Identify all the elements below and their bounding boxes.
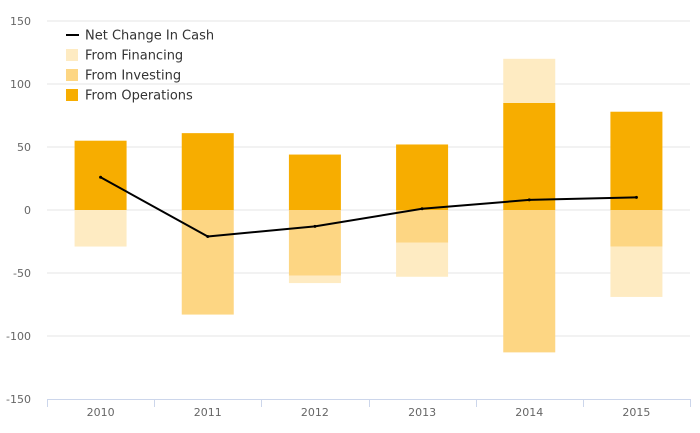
bar-from-investing — [503, 210, 556, 353]
y-tick-label: 100 — [10, 78, 31, 91]
bar-from-operations — [610, 111, 663, 210]
bar-from-financing — [288, 275, 341, 284]
legend-item[interactable]: From Operations — [66, 89, 193, 104]
x-axis: 2010 2011 2012 2013 2014 2015 — [47, 399, 691, 419]
legend-item[interactable]: From Financing — [66, 49, 183, 64]
bar-from-financing — [396, 242, 449, 277]
net-change-point — [634, 195, 638, 199]
legend-label: From Operations — [85, 89, 193, 104]
net-change-point — [420, 207, 424, 211]
net-change-point — [527, 198, 531, 202]
bar-from-investing — [610, 210, 663, 247]
x-tick-label: 2011 — [194, 406, 222, 419]
bar-from-financing — [74, 210, 127, 247]
bar-from-operations — [74, 140, 127, 210]
legend-label: From Investing — [85, 69, 181, 84]
x-tick-label: 2014 — [515, 406, 543, 419]
legend-label: Net Change In Cash — [85, 29, 214, 44]
legend-swatch — [66, 69, 78, 81]
legend-swatch — [66, 89, 78, 101]
bar-from-operations — [288, 154, 341, 210]
y-tick-label: -50 — [13, 267, 31, 280]
bar-from-investing — [396, 210, 449, 243]
bar-from-operations — [396, 144, 449, 210]
net-change-point — [99, 175, 103, 179]
bars — [74, 58, 663, 353]
x-tick-label: 2012 — [301, 406, 329, 419]
net-change-line-layer — [99, 175, 638, 238]
y-tick-label: 150 — [10, 15, 31, 28]
legend-item[interactable]: From Investing — [66, 69, 181, 84]
legend-item[interactable]: Net Change In Cash — [66, 29, 214, 44]
y-tick-label: 0 — [24, 204, 31, 217]
bar-from-financing — [503, 58, 556, 103]
gridlines: 150 100 50 0 -50 -100 -150 — [6, 15, 690, 406]
bar-from-operations — [181, 133, 234, 210]
y-tick-label: 50 — [17, 141, 31, 154]
net-change-line — [100, 176, 637, 238]
net-change-point — [206, 234, 210, 238]
x-tick-label: 2013 — [408, 406, 436, 419]
bar-from-financing — [610, 246, 663, 297]
net-change-point — [313, 224, 317, 228]
x-tick-label: 2015 — [622, 406, 650, 419]
x-tick-label: 2010 — [87, 406, 115, 419]
bar-from-operations — [503, 102, 556, 210]
legend-label: From Financing — [85, 49, 183, 64]
bar-from-investing — [288, 210, 341, 276]
y-tick-label: -150 — [6, 393, 31, 406]
legend: Net Change In Cash From Financing From Inv… — [66, 29, 214, 104]
legend-swatch — [66, 49, 78, 61]
y-tick-label: -100 — [6, 330, 31, 343]
